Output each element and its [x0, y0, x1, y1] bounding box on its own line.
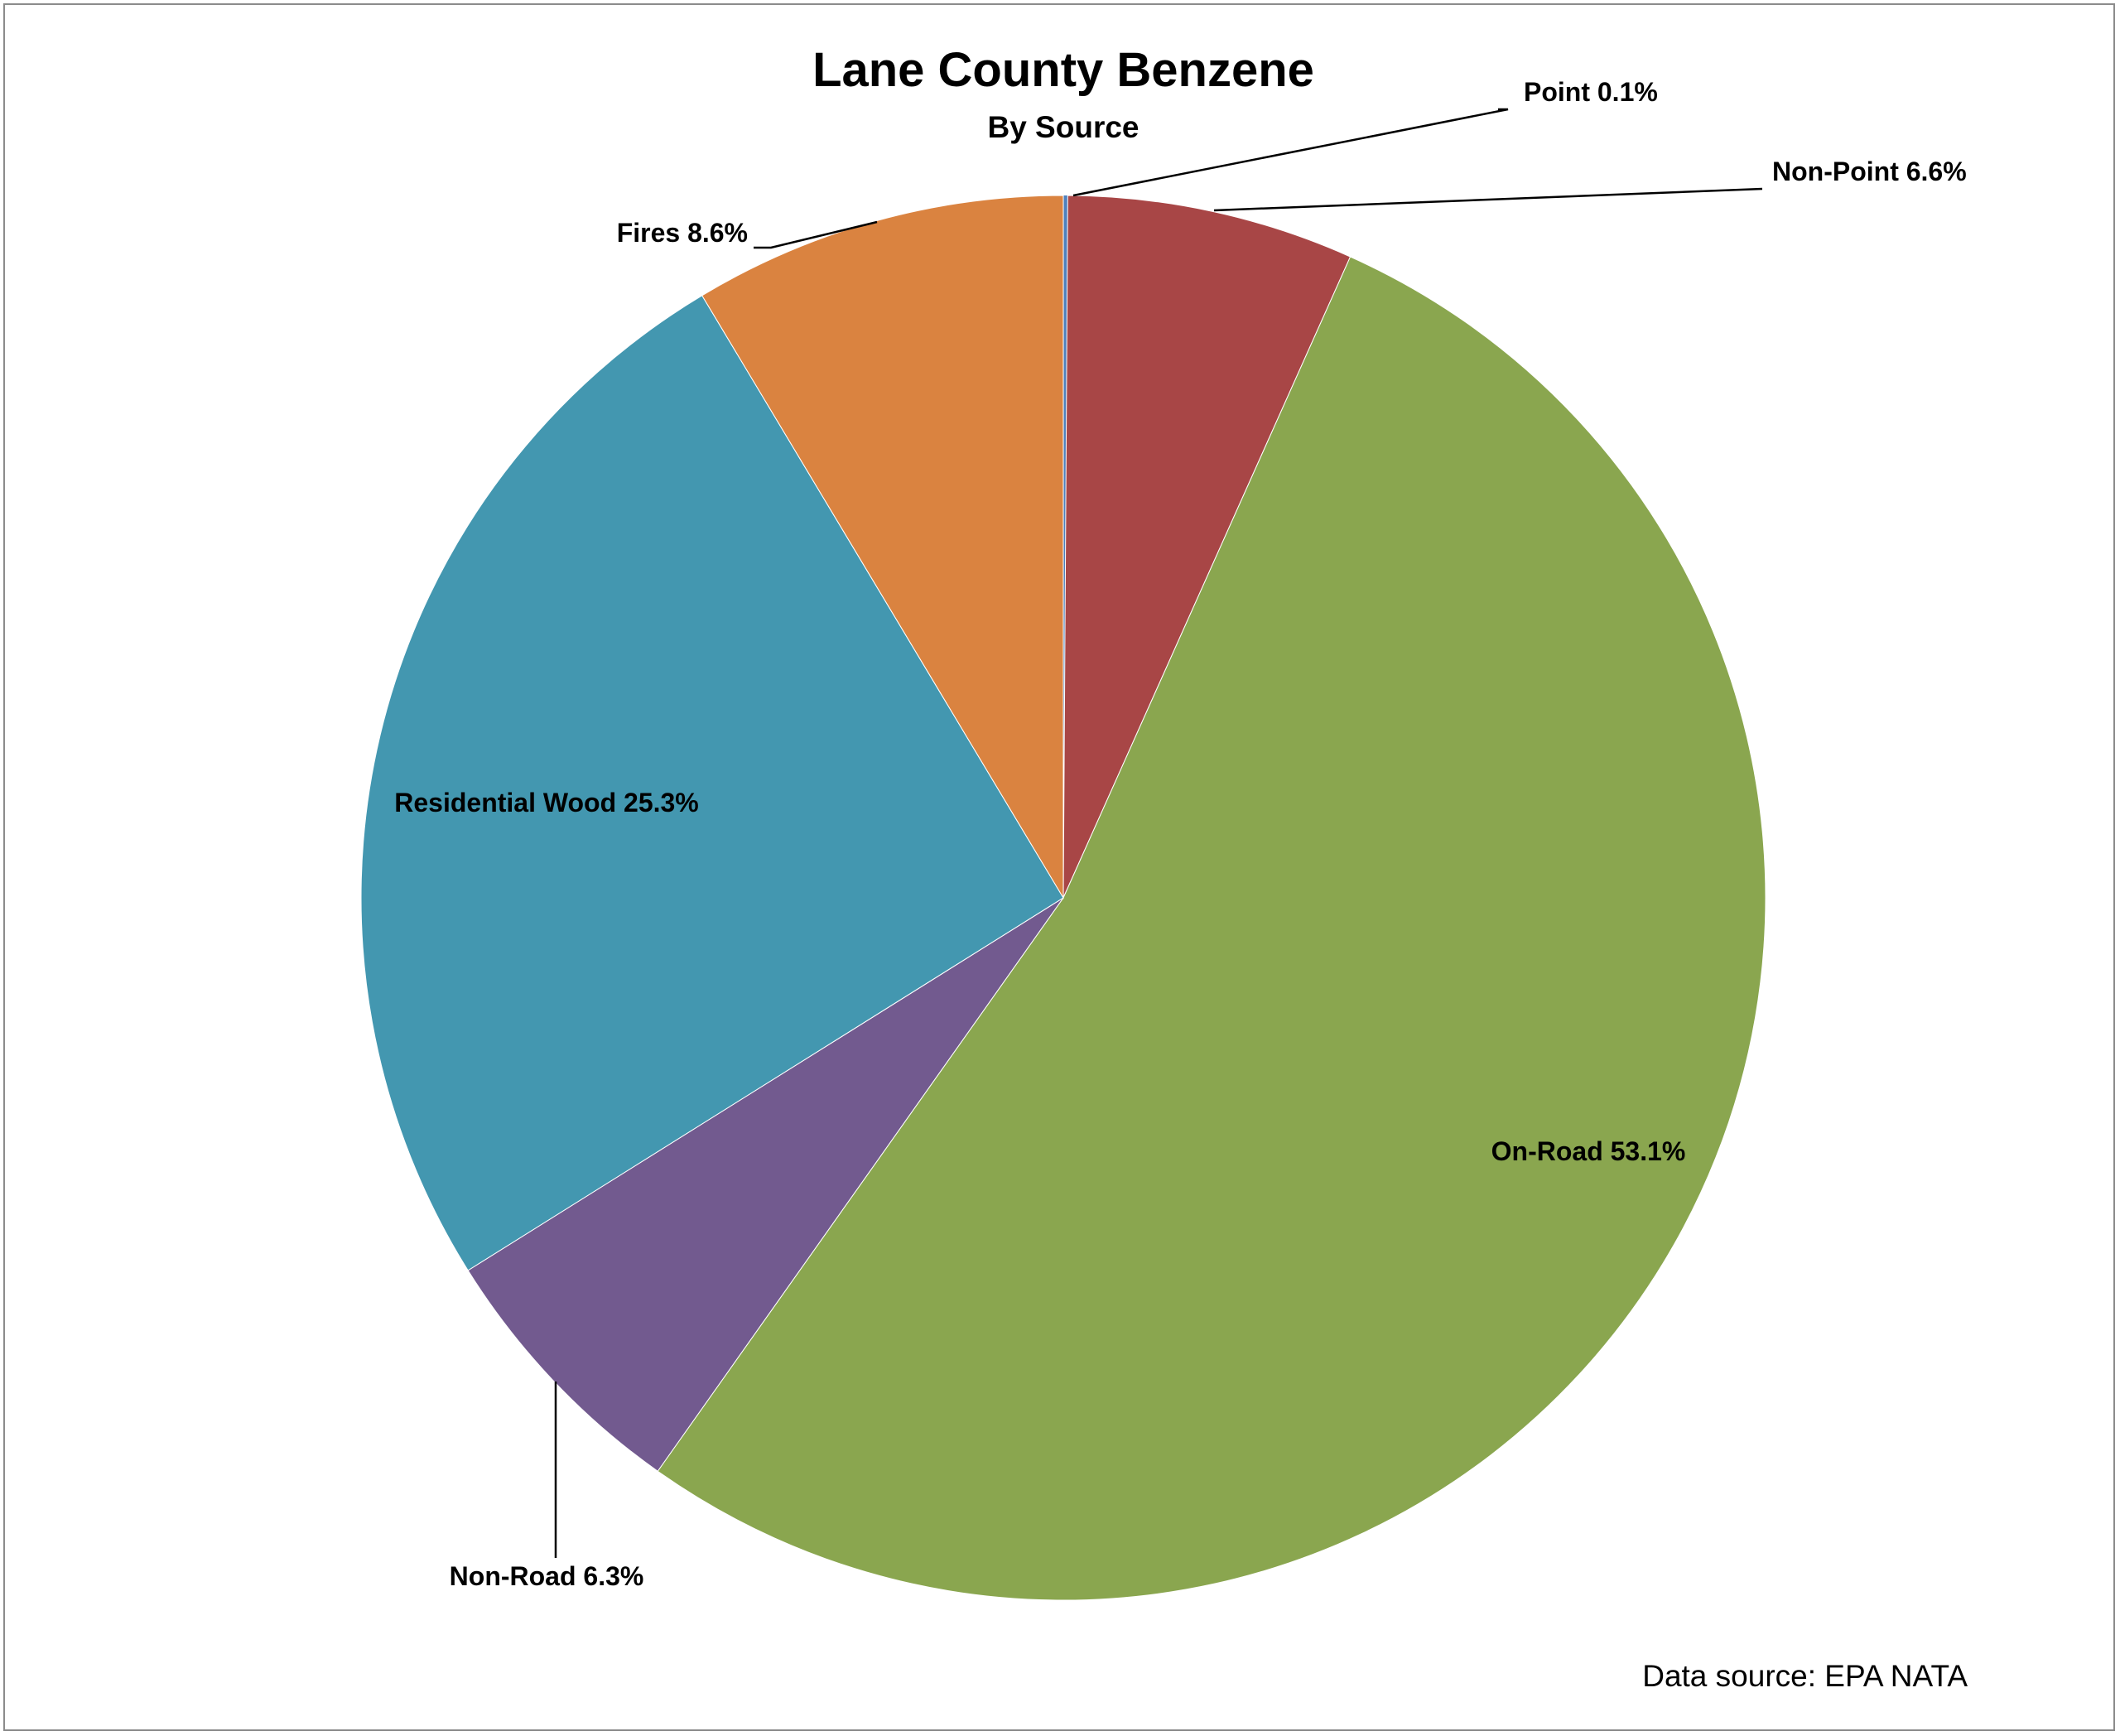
chart-frame: Lane County Benzene By Source Point 0.1%… — [3, 3, 2115, 1731]
pie-chart: Lane County Benzene By Source Point 0.1%… — [360, 43, 1968, 1693]
pie-slice-non-road — [467, 897, 1064, 1472]
leader-lines — [554, 108, 1763, 1558]
slice-label-point: Point 0.1% — [1524, 77, 1658, 107]
chart-subtitle: By Source — [987, 110, 1139, 144]
pie-slice-non-point — [1062, 195, 1352, 899]
slice-label-non-point: Non-Point 6.6% — [1772, 157, 1967, 186]
pie-slices — [360, 195, 1766, 1601]
pie-slice-fires — [701, 195, 1064, 899]
pie-slice-residential-wood — [360, 295, 1064, 1271]
slice-label-on-road: On-Road 53.1% — [1491, 1136, 1686, 1166]
chart-title: Lane County Benzene — [812, 43, 1314, 97]
leader-line-non-point — [1213, 187, 1763, 212]
leader-line-point — [1072, 108, 1509, 197]
slice-labels: Point 0.1% Non-Point 6.6% On-Road 53.1% Non… — [394, 77, 1966, 1591]
slice-label-fires: Fires 8.6% — [617, 218, 748, 248]
slice-label-non-road: Non-Road 6.3% — [450, 1561, 644, 1591]
slice-label-residential-wood: Residential Wood 25.3% — [394, 788, 699, 817]
data-source-note: Data source: EPA NATA — [1642, 1659, 1968, 1693]
leader-line-fires — [754, 220, 878, 249]
pie-slice-on-road — [657, 256, 1766, 1601]
